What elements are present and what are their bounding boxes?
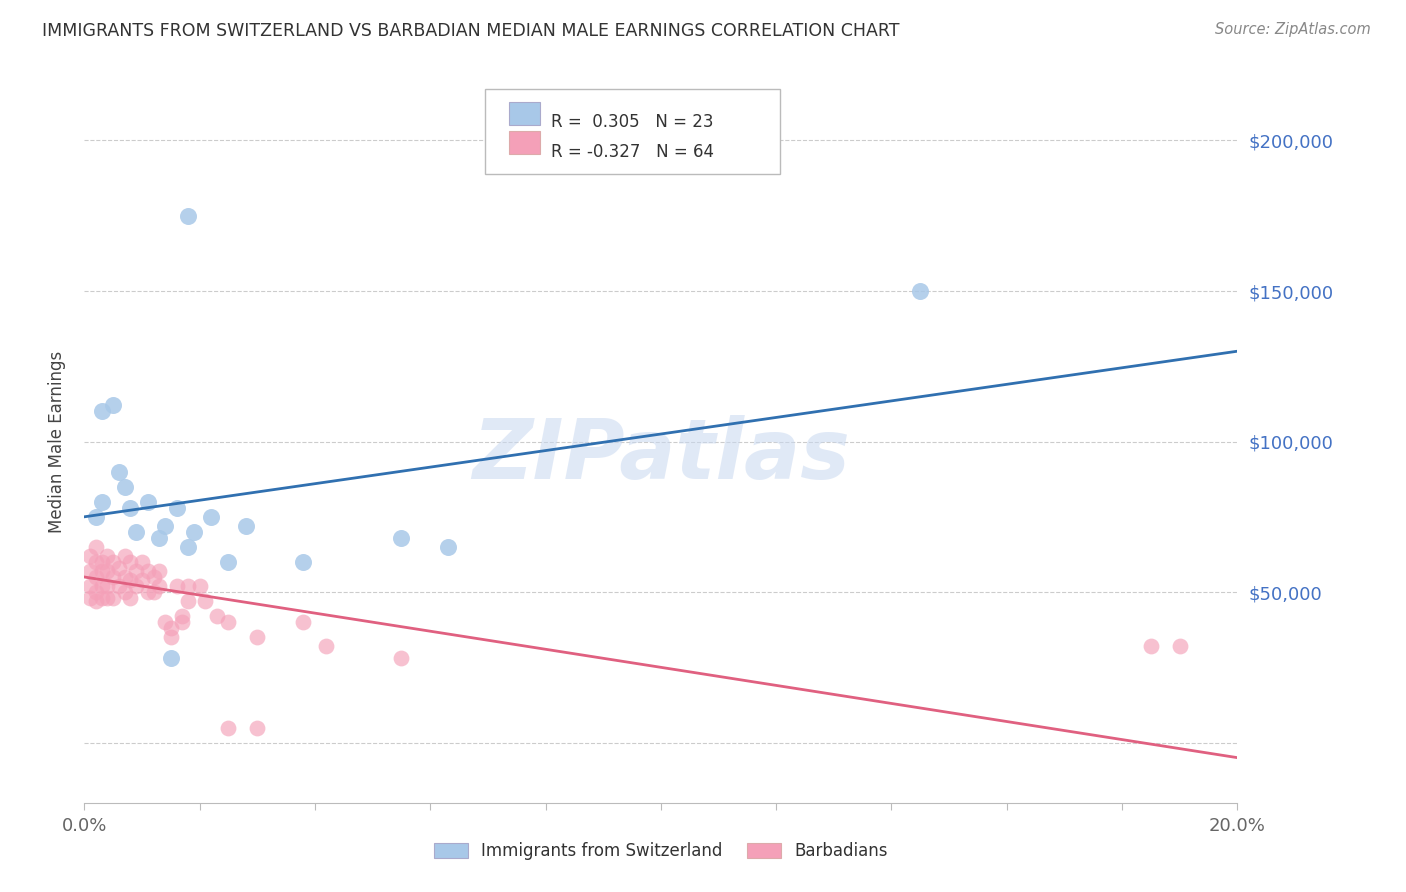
Point (79, 549, 101, 563)
Point (90, 591, 112, 606)
Point (79, 564, 101, 578)
Point (79, 579, 101, 593)
Point (148, 564, 170, 578)
Point (1168, 639, 1191, 653)
Point (177, 209, 200, 223)
Point (172, 609, 194, 624)
Point (177, 579, 200, 593)
Point (391, 531, 413, 545)
Point (292, 555, 315, 569)
Point (292, 615, 315, 630)
Point (160, 651, 183, 665)
Point (160, 630, 183, 644)
Point (90, 564, 112, 578)
Legend: Immigrants from Switzerland, Barbadians: Immigrants from Switzerland, Barbadians (427, 836, 894, 867)
Point (108, 465, 131, 479)
Point (205, 609, 228, 624)
Point (125, 564, 148, 578)
Point (166, 579, 188, 593)
Point (103, 570, 124, 584)
Point (910, 284, 932, 298)
Point (235, 518, 257, 533)
Point (120, 555, 142, 569)
Point (194, 594, 217, 608)
Point (84, 570, 107, 584)
Text: R =  0.305   N = 23: R = 0.305 N = 23 (551, 113, 714, 131)
Point (84, 585, 107, 599)
Text: IMMIGRANTS FROM SWITZERLAND VS BARBADIAN MEDIAN MALE EARNINGS CORRELATION CHART: IMMIGRANTS FROM SWITZERLAND VS BARBADIAN… (42, 22, 900, 40)
Point (218, 615, 240, 630)
Point (84, 540, 107, 554)
Point (166, 500, 188, 515)
Text: ZIPatlas: ZIPatlas (472, 416, 849, 497)
Point (177, 594, 200, 608)
Point (114, 585, 136, 599)
Point (108, 561, 131, 575)
Point (114, 549, 136, 563)
Point (153, 615, 176, 630)
Point (114, 480, 136, 494)
Text: Source: ZipAtlas.com: Source: ZipAtlas.com (1215, 22, 1371, 37)
Point (136, 585, 159, 599)
Point (96, 564, 118, 578)
Point (120, 591, 142, 606)
Point (120, 500, 142, 515)
Point (436, 540, 458, 554)
Point (153, 518, 176, 533)
Point (84, 555, 107, 569)
Point (218, 555, 240, 569)
Point (218, 721, 240, 735)
Point (246, 630, 269, 644)
Point (103, 591, 124, 606)
Point (96, 549, 118, 563)
Point (90, 404, 112, 418)
Point (120, 573, 142, 587)
Y-axis label: Median Male Earnings: Median Male Earnings (48, 351, 66, 533)
Point (108, 579, 131, 593)
Point (90, 579, 112, 593)
Point (103, 398, 124, 412)
Point (125, 579, 148, 593)
Point (96, 579, 118, 593)
Point (131, 573, 153, 587)
Point (177, 540, 200, 554)
Point (125, 524, 148, 539)
Point (160, 621, 183, 635)
Text: R = -0.327   N = 64: R = -0.327 N = 64 (551, 143, 714, 161)
Point (114, 570, 136, 584)
Point (183, 524, 205, 539)
Point (136, 564, 159, 578)
Point (103, 555, 124, 569)
Point (79, 591, 101, 606)
Point (131, 555, 153, 569)
Point (90, 555, 112, 569)
Point (84, 594, 107, 608)
Point (172, 615, 194, 630)
Point (142, 585, 165, 599)
Point (246, 721, 269, 735)
Point (96, 591, 118, 606)
Point (1140, 639, 1163, 653)
Point (315, 639, 337, 653)
Point (200, 509, 222, 524)
Point (136, 494, 159, 508)
Point (148, 579, 170, 593)
Point (188, 579, 211, 593)
Point (84, 509, 107, 524)
Point (148, 531, 170, 545)
Point (142, 570, 165, 584)
Point (391, 651, 413, 665)
Point (90, 494, 112, 508)
